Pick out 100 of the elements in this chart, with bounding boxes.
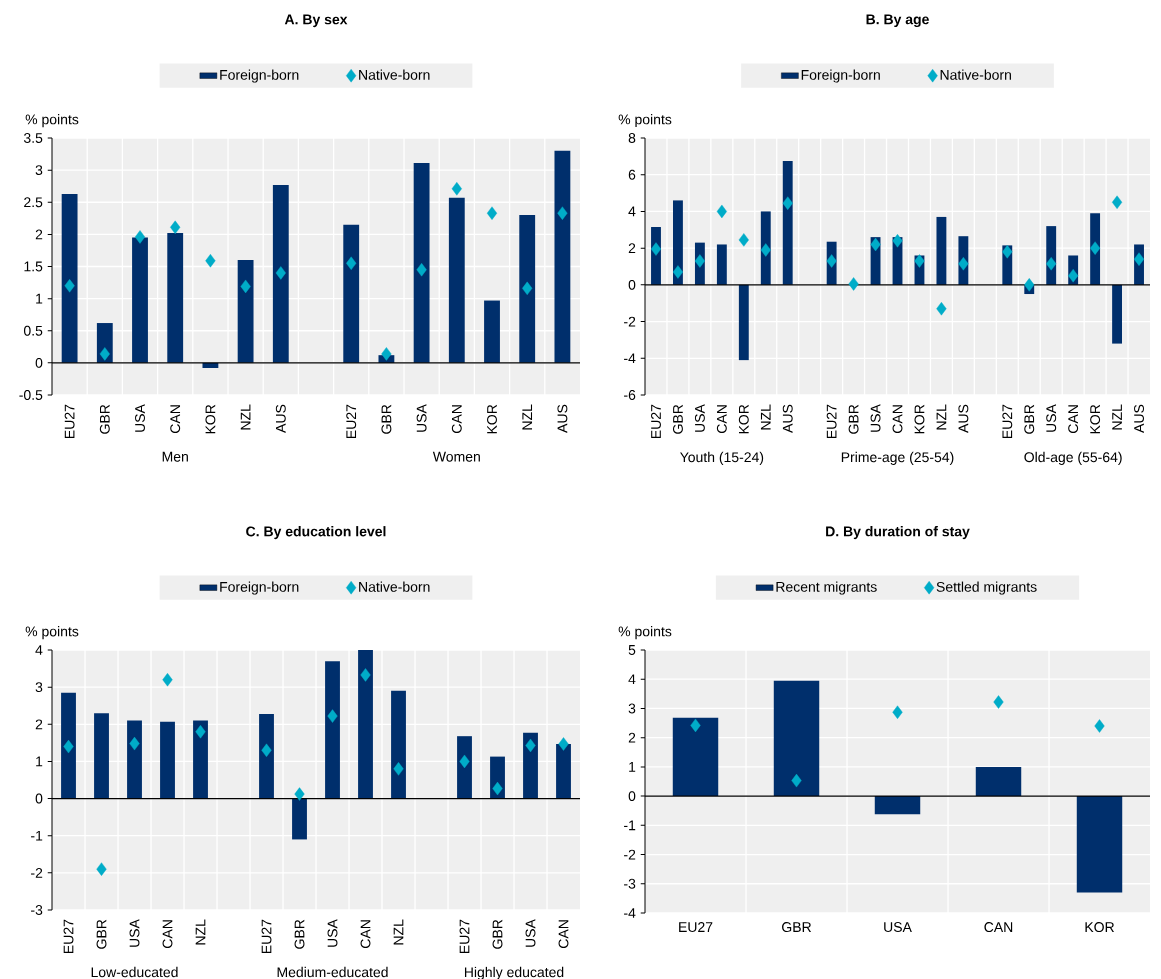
y-tick-label: -3 <box>624 878 636 889</box>
point <box>451 182 462 196</box>
point <box>381 347 392 361</box>
x-tick-label: KOR <box>1085 922 1115 933</box>
point <box>958 257 969 271</box>
x-tick-label: CAN <box>984 922 1013 933</box>
y-tick-label: -4 <box>624 908 636 918</box>
point <box>129 736 140 751</box>
bar <box>61 193 78 363</box>
point <box>492 781 503 796</box>
x-tick-label: GBR <box>294 919 305 949</box>
point <box>848 277 859 291</box>
point <box>650 242 662 256</box>
bar <box>975 766 1022 797</box>
point <box>346 256 357 270</box>
y-tick-label: -0.5 <box>19 390 43 400</box>
point <box>134 230 146 244</box>
legend-label: Native-born <box>359 69 430 80</box>
point <box>1046 257 1057 271</box>
bar <box>738 284 749 361</box>
bar <box>325 661 340 799</box>
y-tick-label: 4 <box>628 674 636 685</box>
text: Youth (15-24) <box>680 451 764 465</box>
y-tick-label: 8 <box>628 133 636 143</box>
y-tick-label: 0 <box>35 793 43 804</box>
x-tick-label: GBR <box>381 404 392 434</box>
point <box>892 234 903 248</box>
x-tick-label: EU27 <box>346 404 357 439</box>
bar <box>457 736 472 799</box>
bar <box>391 690 406 799</box>
point <box>716 204 727 219</box>
point <box>791 773 802 788</box>
x-tick-label: GBR <box>672 404 683 434</box>
chart-title: A. By sex <box>284 14 348 28</box>
x-tick-label: NZL <box>1112 404 1122 430</box>
legend-label: Recent migrants <box>776 581 877 595</box>
y-axis-title: % points <box>25 114 79 128</box>
point <box>162 673 173 687</box>
x-tick-label: KOR <box>738 404 749 434</box>
y-tick-label: 2.5 <box>24 197 43 208</box>
point <box>170 220 181 235</box>
x-tick-label: NZL <box>760 404 771 430</box>
x-tick-label: NZL <box>240 404 251 430</box>
y-tick-label: 1 <box>36 293 43 304</box>
text: Low-educated <box>91 966 178 978</box>
bar <box>716 244 727 285</box>
y-tick-label: 0 <box>35 357 43 368</box>
x-tick-label: CAN <box>170 405 181 433</box>
y-axis-title: % points <box>618 114 672 128</box>
y-tick-label: 4 <box>35 645 43 655</box>
y-tick-label: 2 <box>628 732 636 743</box>
point <box>195 725 206 739</box>
bar <box>259 713 274 799</box>
legend-label: Native-born <box>359 581 430 592</box>
point <box>1024 278 1035 292</box>
bar <box>673 200 683 285</box>
y-tick-label: 2 <box>35 719 43 730</box>
x-tick-label: USA <box>327 919 338 947</box>
x-tick-label: AUS <box>557 404 568 433</box>
y-tick-label: 1 <box>629 762 636 772</box>
bar <box>237 260 254 363</box>
point <box>690 718 701 733</box>
text: Prime-age (25-54) <box>841 451 954 465</box>
y-tick-label: 2 <box>628 243 636 254</box>
point <box>416 263 427 277</box>
bar <box>61 692 76 799</box>
y-tick-label: 0 <box>628 279 636 290</box>
x-tick-label: USA <box>884 922 912 933</box>
y-tick-label: -2 <box>624 316 636 327</box>
point <box>870 237 881 252</box>
x-tick-label: KOR <box>205 404 216 434</box>
x-tick-label: EU27 <box>459 919 470 954</box>
x-tick-label: NZL <box>195 919 206 945</box>
point <box>522 281 533 296</box>
x-tick-label: AUS <box>275 404 286 433</box>
y-tick-label: 3.5 <box>23 133 43 143</box>
bar <box>556 743 571 799</box>
x-tick-label: USA <box>694 404 705 432</box>
point <box>261 743 272 757</box>
y-tick-label: -4 <box>624 353 636 364</box>
x-tick-label: KOR <box>487 404 497 434</box>
point <box>63 739 74 754</box>
text: Highly educated <box>464 966 564 979</box>
x-tick-label: CAN <box>451 405 462 433</box>
bar <box>160 721 175 799</box>
point <box>205 254 216 268</box>
x-tick-label: KOR <box>1090 404 1101 434</box>
x-tick-label: EU27 <box>679 922 713 933</box>
x-tick-label: USA <box>416 404 427 432</box>
bar <box>554 150 571 363</box>
x-tick-label: USA <box>129 919 140 947</box>
point <box>99 347 110 361</box>
y-tick-label: 1 <box>36 756 43 767</box>
y-tick-label: 5 <box>628 645 636 655</box>
point <box>486 206 498 220</box>
legend-label: Foreign-born <box>220 69 299 83</box>
point <box>936 302 947 316</box>
y-tick-label: -6 <box>624 390 636 400</box>
point <box>240 279 251 294</box>
x-tick-label: EU27 <box>261 919 272 954</box>
